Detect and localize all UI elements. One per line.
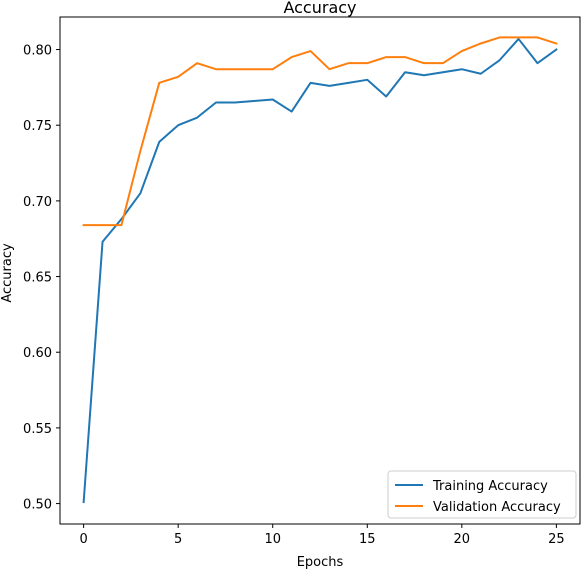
series-line-validation-accuracy xyxy=(82,36,558,227)
x-tick-label: 25 xyxy=(548,532,565,547)
chart-title: Accuracy xyxy=(283,0,356,17)
legend-entry-label: Training Accuracy xyxy=(432,479,548,494)
legend-box xyxy=(387,470,577,519)
y-axis-label: Accuracy xyxy=(0,243,15,303)
plot-frame xyxy=(59,16,581,525)
y-tick-label: 0.65 xyxy=(23,271,52,286)
x-tick-label: 10 xyxy=(264,532,281,547)
series-layer xyxy=(82,36,558,504)
y-tick-label: 0.60 xyxy=(23,346,52,361)
y-tick-label: 0.75 xyxy=(23,119,52,134)
y-tick-label: 0.80 xyxy=(23,44,52,59)
x-tick-label: 0 xyxy=(79,532,87,547)
plot-area xyxy=(60,17,580,524)
y-tick-label: 0.70 xyxy=(23,195,52,210)
x-axis-label: Epochs xyxy=(297,555,344,569)
y-tick-label: 0.55 xyxy=(23,422,52,437)
x-axis: 0 5 10 15 20 25 xyxy=(79,524,565,547)
series-line-training-accuracy xyxy=(82,37,558,504)
x-tick-label: 20 xyxy=(454,532,471,547)
x-tick-label: 15 xyxy=(359,532,376,547)
y-tick-label: 0.50 xyxy=(23,498,52,513)
x-tick-label: 5 xyxy=(174,532,182,547)
legend: Training Accuracy Validation Accuracy xyxy=(387,470,577,519)
y-axis: 0.50 0.55 0.60 0.65 0.70 0.75 0.80 xyxy=(23,44,60,513)
legend-entry-label: Validation Accuracy xyxy=(433,500,561,515)
